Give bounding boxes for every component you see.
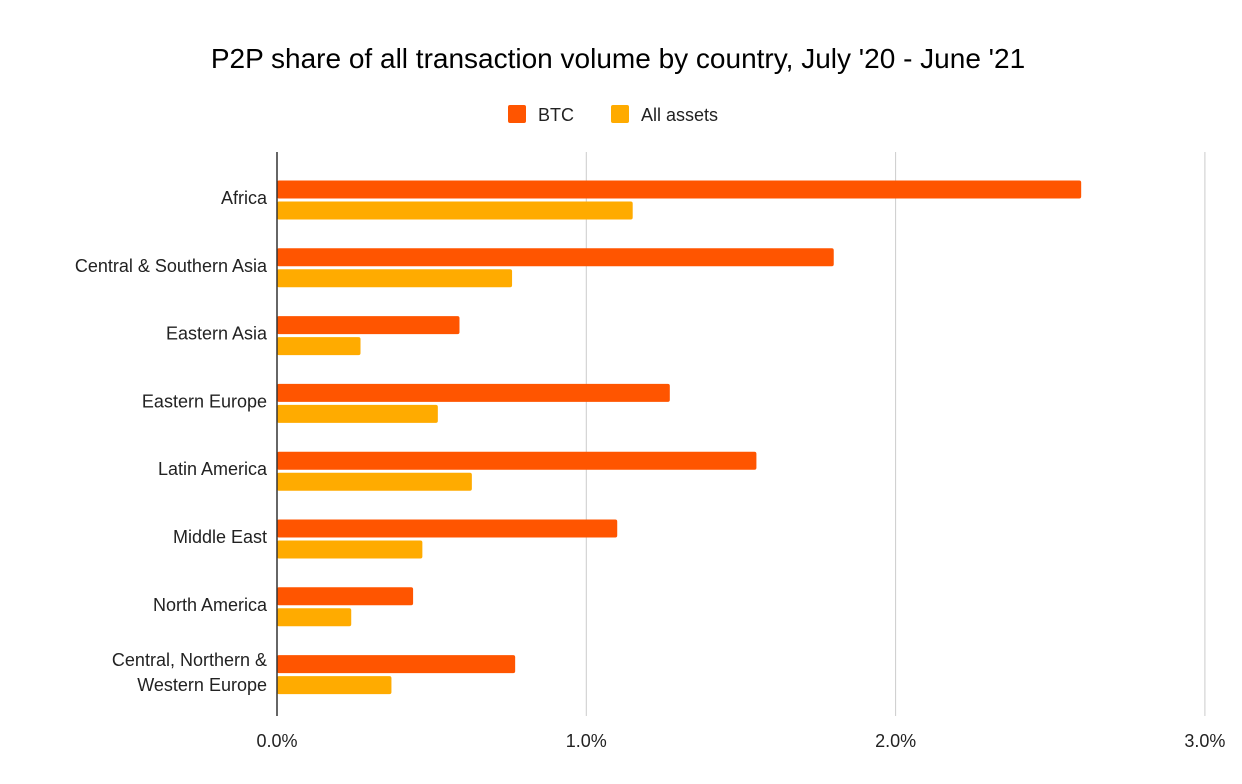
bar-all-assets bbox=[277, 608, 352, 627]
bar-all-assets bbox=[277, 676, 392, 695]
x-tick-labels: 0.0% 1.0% 2.0% 3.0% bbox=[256, 731, 1225, 751]
x-tick-label: 3.0% bbox=[1184, 731, 1225, 751]
category-label: North America bbox=[153, 595, 268, 615]
x-tick-label: 2.0% bbox=[875, 731, 916, 751]
bar-all-assets bbox=[277, 472, 472, 491]
bar-all-assets bbox=[277, 201, 633, 220]
category-label: Eastern Europe bbox=[142, 391, 267, 411]
bar-all-assets bbox=[277, 269, 513, 288]
chart-title: P2P share of all transaction volume by c… bbox=[211, 43, 1025, 74]
legend-swatch bbox=[508, 105, 526, 123]
bar-all-assets bbox=[277, 404, 438, 423]
bars bbox=[277, 180, 1082, 695]
gridlines bbox=[585, 152, 1206, 716]
category-label: Central & Southern Asia bbox=[75, 256, 268, 276]
legend: BTC All assets bbox=[508, 105, 718, 125]
category-label: Central, Northern & Western Europe bbox=[112, 650, 267, 695]
bar-btc bbox=[277, 655, 516, 674]
bar-btc bbox=[277, 519, 618, 538]
legend-label: All assets bbox=[641, 105, 718, 125]
bar-btc bbox=[277, 316, 460, 335]
bar-btc bbox=[277, 587, 414, 606]
x-tick-label: 1.0% bbox=[566, 731, 607, 751]
bar-btc bbox=[277, 248, 834, 267]
legend-label: BTC bbox=[538, 105, 574, 125]
category-label: Latin America bbox=[158, 459, 268, 479]
category-label: Middle East bbox=[173, 527, 267, 547]
bar-all-assets bbox=[277, 540, 423, 559]
legend-swatch bbox=[611, 105, 629, 123]
bar-btc bbox=[277, 180, 1082, 199]
x-tick-label: 0.0% bbox=[256, 731, 297, 751]
category-label: Africa bbox=[221, 188, 268, 208]
bar-all-assets bbox=[277, 337, 361, 356]
bar-btc bbox=[277, 451, 757, 470]
category-label: Eastern Asia bbox=[166, 324, 268, 344]
bar-btc bbox=[277, 383, 670, 402]
category-labels: Africa Central & Southern Asia Eastern Asi… bbox=[75, 188, 268, 695]
